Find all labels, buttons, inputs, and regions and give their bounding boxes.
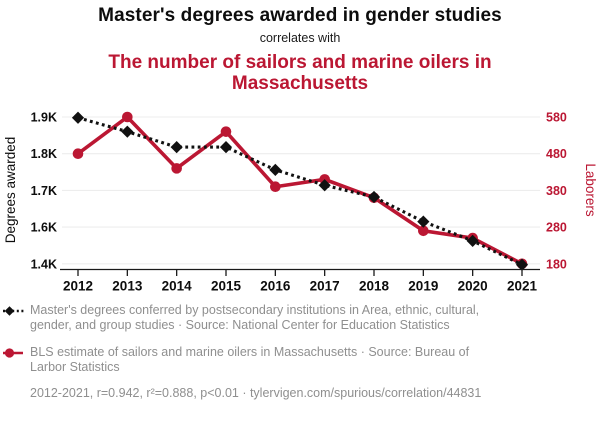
x-tick-label: 2017 xyxy=(310,279,340,294)
legend-label-sailors-oilers: BLS estimate of sailors and marine oiler… xyxy=(30,345,470,374)
page-title: Master's degrees awarded in gender studi… xyxy=(98,5,502,26)
x-tick-label: 2020 xyxy=(458,279,488,294)
legend-label-masters-degrees: Master's degrees conferred by postsecond… xyxy=(30,303,480,332)
masters-degrees-point-2016 xyxy=(269,163,282,176)
sailors-marine-oilers-point-2014 xyxy=(171,163,182,174)
correlates-with-label: correlates with xyxy=(259,31,341,45)
right-axis-title: Laborers xyxy=(583,163,598,217)
counterpart-title: The number of sailors and marine oilers … xyxy=(108,52,492,94)
masters-degrees-point-2015 xyxy=(219,140,233,154)
right-tick-label: 380 xyxy=(546,184,567,198)
x-tick-label: 2019 xyxy=(408,279,438,294)
sailors-marine-oilers-point-2013 xyxy=(122,111,133,123)
masters-degrees-point-2020 xyxy=(466,234,479,247)
left-tick-label: 1.9K xyxy=(31,111,57,125)
x-tick-label: 2013 xyxy=(112,279,143,294)
sailors-marine-oilers-point-2019 xyxy=(418,225,429,237)
x-tick-label: 2018 xyxy=(359,279,390,294)
right-tick-label: 480 xyxy=(546,147,567,161)
black-diamond-dotted-line-icon xyxy=(3,306,25,316)
x-tick-label: 2012 xyxy=(63,279,93,294)
masters-degrees-point-2012 xyxy=(71,111,85,124)
left-tick-label: 1.4K xyxy=(31,257,57,271)
stats-footer: 2012-2021, r=0.942, r²=0.888, p<0.01 · t… xyxy=(30,386,482,400)
left-tick-label: 1.7K xyxy=(31,184,57,198)
sailors-marine-oilers-line xyxy=(76,114,523,266)
chart-legend: Master's degrees conferred by postsecond… xyxy=(3,303,593,401)
sailors-marine-oilers-point-2012 xyxy=(72,148,84,159)
masters-degrees-point-2019 xyxy=(417,215,430,228)
left-axis-title: Degrees awarded xyxy=(3,137,18,244)
x-tick-label: 2015 xyxy=(211,279,242,294)
x-tick-label: 2014 xyxy=(162,279,193,294)
right-tick-label: 180 xyxy=(546,257,567,271)
sailors-marine-oilers-point-2015 xyxy=(220,126,232,137)
x-tick-label: 2016 xyxy=(260,279,291,294)
right-tick-label: 280 xyxy=(546,221,567,235)
masters-degrees-point-2018 xyxy=(367,190,381,204)
masters-degrees-point-2014 xyxy=(170,140,183,154)
right-tick-label: 580 xyxy=(546,111,567,125)
masters-degrees-point-2017 xyxy=(318,179,331,192)
left-tick-label: 1.6K xyxy=(31,221,57,235)
left-tick-label: 1.8K xyxy=(31,147,57,161)
legend-item-masters-degrees: Master's degrees conferred by postsecond… xyxy=(3,303,593,333)
masters-degrees-line xyxy=(77,116,523,267)
x-tick-label: 2021 xyxy=(507,279,538,294)
masters-degrees-point-2013 xyxy=(121,125,134,138)
dual-axis-line-chart: 2012 2013 2014 2015 2016 2017 2018 2019 2020 2021… xyxy=(3,111,598,294)
red-circle-line-icon xyxy=(3,348,23,358)
sailors-marine-oilers-point-2016 xyxy=(270,181,281,193)
legend-item-sailors-oilers: BLS estimate of sailors and marine oiler… xyxy=(3,345,593,375)
